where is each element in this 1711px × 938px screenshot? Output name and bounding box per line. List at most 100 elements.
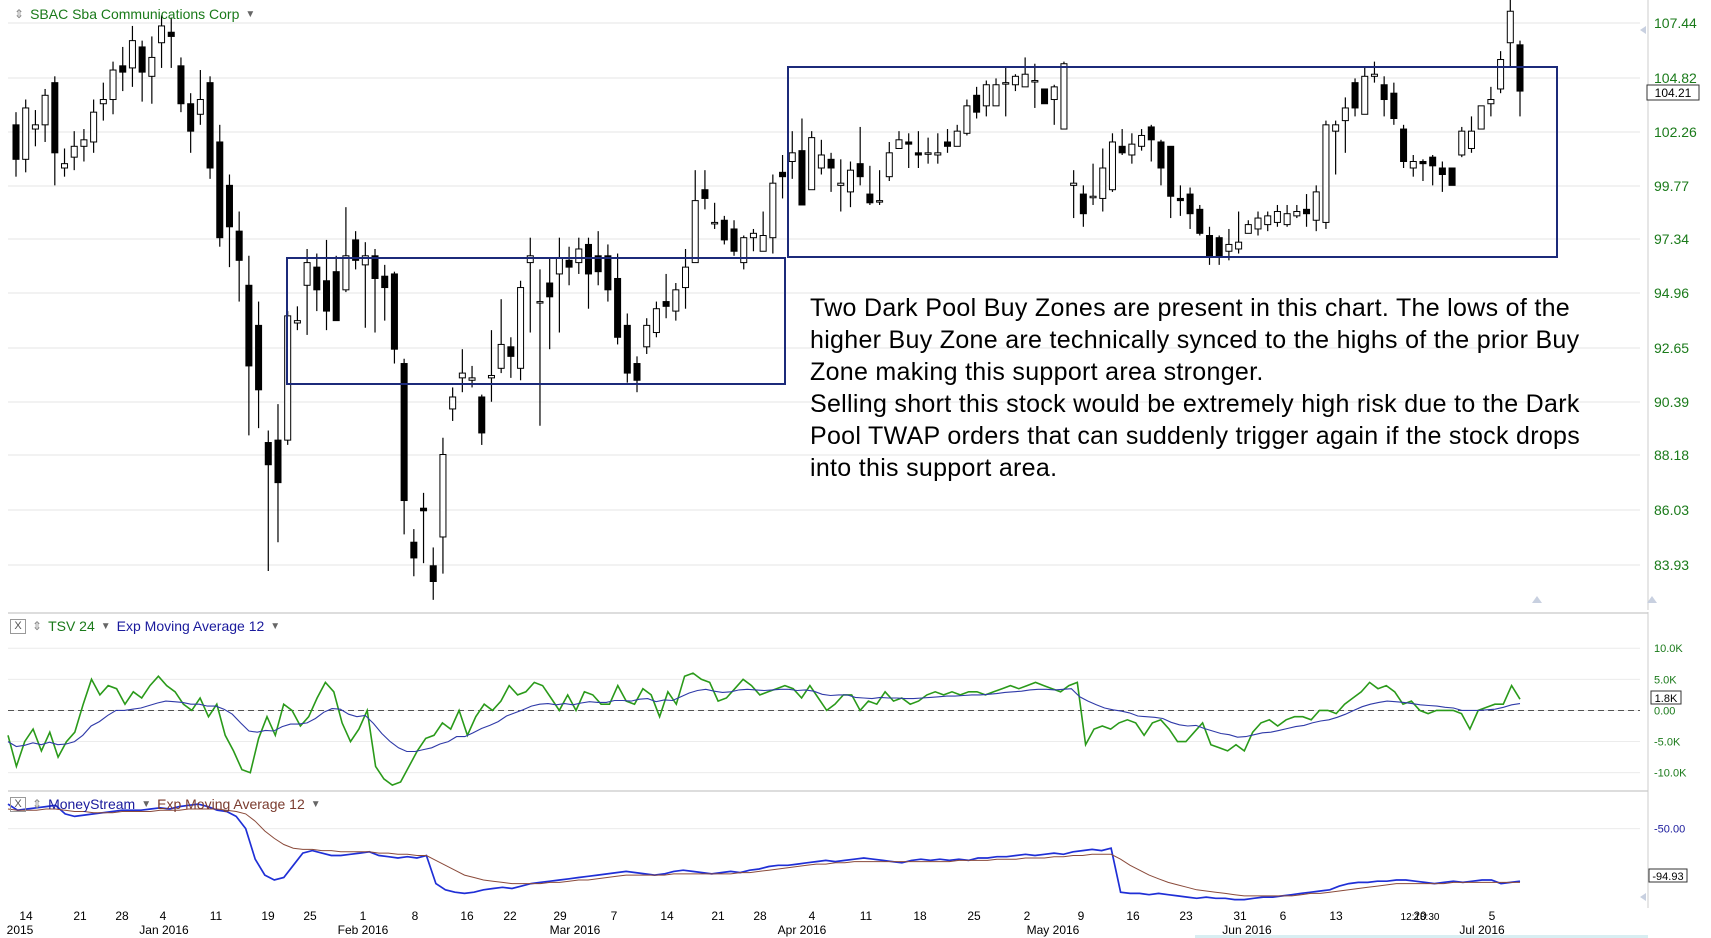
- tsv-current-label: 1.8K: [1655, 693, 1678, 705]
- y-tick-label: 99.77: [1654, 178, 1689, 194]
- y-tick-label: 90.39: [1654, 394, 1689, 410]
- candle-body: [1390, 92, 1398, 119]
- x-tick-label: 5: [1489, 909, 1496, 923]
- timeline-bar: [1195, 935, 1648, 938]
- chevron-down-icon[interactable]: ▼: [141, 798, 152, 810]
- ms-indicator-label[interactable]: MoneyStream: [48, 796, 136, 812]
- candle-body: [633, 363, 641, 381]
- x-axis: 14 21 28 4 11 19 25 1 8 16 22 29 7 14 21 28 4 11 18 25 2 9 16 2…: [7, 909, 1648, 938]
- chevron-down-icon[interactable]: ▼: [100, 620, 111, 632]
- x-month-label: Jul 2016: [1459, 923, 1505, 937]
- candle-body: [1041, 88, 1049, 105]
- candle-body: [1099, 167, 1107, 199]
- x-tick-label: 14: [19, 909, 33, 923]
- x-month-label: Jun 2016: [1222, 923, 1272, 937]
- candle-body: [1419, 160, 1427, 165]
- candle-body: [322, 280, 331, 312]
- candle-body: [1215, 237, 1223, 257]
- chevron-down-icon[interactable]: ▼: [270, 620, 281, 632]
- candle-body: [1070, 182, 1078, 186]
- y-tick-label: 94.96: [1654, 285, 1689, 301]
- x-tick-label: 25: [303, 909, 317, 923]
- candle-body: [31, 124, 39, 130]
- candle-body: [381, 275, 389, 289]
- y-tick-label: 0.00: [1654, 705, 1675, 717]
- candle-body: [1128, 143, 1136, 156]
- x-month-label: Feb 2016: [338, 923, 389, 937]
- x-tick-label: 22: [503, 909, 517, 923]
- candle-body: [264, 442, 272, 466]
- candle-body: [1487, 99, 1495, 105]
- y-tick-label: 86.03: [1654, 502, 1689, 518]
- y-tick-label: -10.0K: [1654, 768, 1687, 780]
- candle-body: [1409, 160, 1417, 169]
- drag-handle-icon[interactable]: ⇕: [32, 797, 43, 811]
- candle-body: [1467, 130, 1475, 149]
- x-tick-label: 18: [913, 909, 927, 923]
- candle-body: [400, 363, 408, 502]
- price-scroll-icon[interactable]: [1640, 26, 1646, 34]
- candle-body: [982, 84, 990, 107]
- drag-handle-icon[interactable]: ⇕: [32, 619, 43, 633]
- candle-body: [759, 235, 767, 252]
- y-tick-label: 83.93: [1654, 557, 1689, 573]
- candle-body: [1196, 208, 1204, 234]
- candle-body: [730, 228, 738, 252]
- x-month-label: Jan 2016: [139, 923, 189, 937]
- x-month-label: Mar 2016: [550, 923, 601, 937]
- drag-handle-icon[interactable]: ⇕: [14, 7, 25, 21]
- candle-body: [1079, 193, 1087, 215]
- x-tick-label: 23: [1179, 909, 1193, 923]
- current-price-box: [1646, 84, 1700, 101]
- x-month-label: May 2016: [1027, 923, 1080, 937]
- candle-body: [119, 65, 127, 73]
- candle-body: [1235, 241, 1243, 250]
- candle-body: [1176, 197, 1184, 202]
- y-tick-label: 88.18: [1654, 447, 1689, 463]
- candle-body: [1312, 191, 1320, 221]
- close-icon[interactable]: X: [10, 618, 26, 634]
- y-tick-label: -5.0K: [1654, 737, 1681, 749]
- chevron-down-icon[interactable]: ▼: [310, 798, 321, 810]
- symbol-title[interactable]: SBAC Sba Communications Corp: [30, 6, 240, 22]
- candle-body: [1244, 224, 1252, 234]
- current-price-label: 104.21: [1655, 86, 1692, 100]
- candle-body: [1031, 80, 1039, 83]
- candle-body: [643, 324, 651, 348]
- candle-body: [846, 169, 854, 193]
- candle-body: [973, 94, 981, 113]
- candle-body: [914, 152, 922, 156]
- tsv-indicator-label[interactable]: TSV 24: [48, 618, 95, 634]
- tsv-ema-label[interactable]: Exp Moving Average 12: [116, 618, 265, 634]
- candle-body: [769, 182, 777, 239]
- collapse-icon[interactable]: [1647, 596, 1657, 603]
- candle-body: [934, 152, 942, 156]
- candle-body: [856, 163, 864, 178]
- candle-body: [691, 200, 699, 264]
- x-tick-label: 16: [1126, 909, 1140, 923]
- x-tick-label: 4: [809, 909, 816, 923]
- scroll-left-icon[interactable]: [1640, 893, 1646, 901]
- x-tick-label: 16: [460, 909, 474, 923]
- candle-body: [1477, 105, 1485, 130]
- scroll-up-icon[interactable]: [1532, 596, 1542, 603]
- candle-body: [672, 289, 680, 312]
- candle-body: [332, 271, 340, 322]
- main-header: ⇕ SBAC Sba Communications Corp ▼: [14, 6, 255, 22]
- candle-body: [779, 171, 787, 178]
- x-tick-label: 9: [1078, 909, 1085, 923]
- candle-body: [158, 25, 166, 44]
- x-tick-label: 1: [360, 909, 367, 923]
- candle-body: [70, 145, 78, 158]
- candle-body: [303, 262, 311, 286]
- price-pane: 107.44 104.82 102.26 99.77 97.34 94.96 92.65 90…: [8, 0, 1700, 610]
- candle-body: [80, 139, 88, 147]
- x-tick-label: 31: [1233, 909, 1247, 923]
- candle-body: [274, 439, 282, 484]
- series-line-1: [7, 688, 1521, 753]
- chevron-down-icon[interactable]: ▼: [245, 8, 256, 20]
- ms-ema-label[interactable]: Exp Moving Average 12: [157, 796, 305, 812]
- candle-body: [866, 193, 874, 204]
- candle-body: [662, 301, 670, 307]
- close-icon[interactable]: X: [10, 796, 26, 812]
